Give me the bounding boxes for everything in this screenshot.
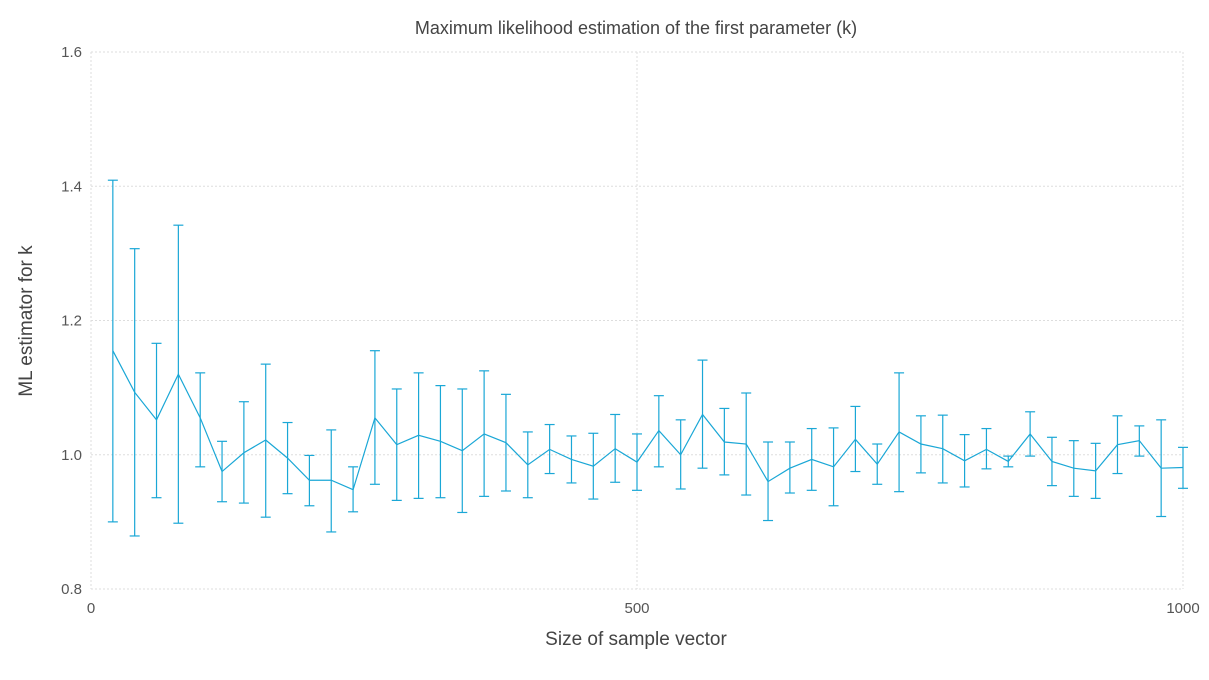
error-bar bbox=[326, 429, 337, 533]
chart-title: Maximum likelihood estimation of the fir… bbox=[415, 18, 857, 38]
x-tick-label: 0 bbox=[87, 600, 95, 617]
y-tick-label: 1.4 bbox=[61, 178, 82, 195]
y-axis-title: ML estimator for k bbox=[16, 245, 37, 397]
x-tick-label: 1000 bbox=[1166, 600, 1199, 617]
y-tick-label: 1.2 bbox=[61, 313, 82, 330]
x-tick-label: 500 bbox=[624, 600, 649, 617]
grid bbox=[90, 51, 1184, 590]
series bbox=[112, 350, 1184, 491]
error-bars bbox=[107, 179, 1188, 537]
y-tick-label: 1.0 bbox=[61, 447, 82, 464]
y-tick-label: 1.6 bbox=[61, 44, 82, 61]
y-tick-label: 0.8 bbox=[61, 581, 82, 598]
error-bar bbox=[784, 441, 795, 494]
error-bar bbox=[195, 372, 206, 468]
tick-labels: 0.8 1.0 1.2 1.4 1.6 0 500 1000 bbox=[61, 44, 1200, 617]
series-line bbox=[112, 350, 1184, 491]
x-axis-title: Size of sample vector bbox=[545, 629, 727, 650]
